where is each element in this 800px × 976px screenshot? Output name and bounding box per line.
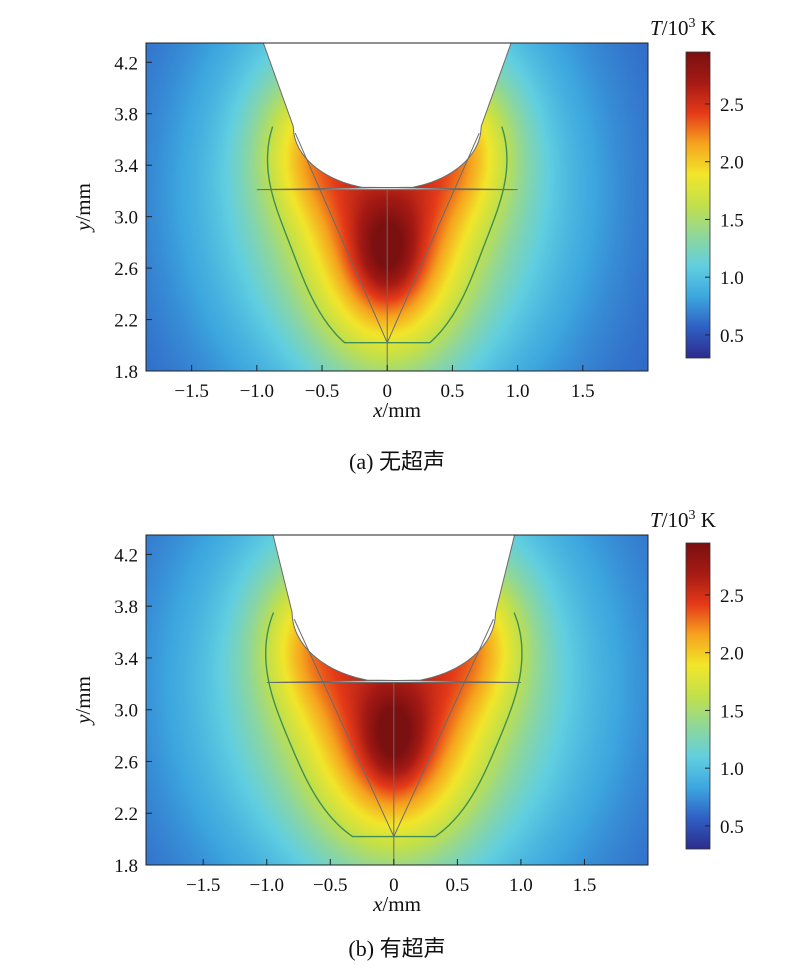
y-tick-label: 3.0: [114, 208, 138, 229]
y-tick-label: 3.4: [114, 156, 138, 177]
x-tick-label: −0.5: [305, 381, 339, 402]
colorbar-tick-label: 1.5: [720, 701, 744, 722]
colorbar-tick-label: 1.0: [720, 268, 744, 289]
x-tick-label: 1.0: [509, 875, 533, 896]
colorbar-tick-label: 1.0: [720, 759, 744, 780]
colorbar-ticks-b: 0.5 1.0 1.5 2.0 2.5: [705, 586, 744, 838]
x-tick-label: 1.5: [571, 381, 595, 402]
colorbar-tick-label: 1.5: [720, 210, 744, 231]
colorbar-tick-label: 0.5: [720, 326, 744, 347]
y-tick-label: 1.8: [114, 856, 138, 877]
panel-a: −1.5 −1.0 −0.5 0 0.5 1.0 1.5 1.82.22.63.03.43.…: [71, 16, 744, 474]
colorbar-a: T/103 K 0.5 1.0 1.5 2.0 2.5: [650, 16, 744, 358]
x-tick-label: −1.5: [186, 875, 220, 896]
colorbar-tick-label: 0.5: [720, 817, 744, 838]
panel-b: −1.5 −1.0 −0.5 0 0.5 1.0 1.5 1.82.22.63.03.43.…: [71, 508, 744, 961]
y-tick-label: 2.6: [114, 752, 138, 773]
y-tick-label: 2.2: [114, 311, 138, 332]
y-tick-label: 2.2: [114, 804, 138, 825]
x-tick-label: 0.5: [441, 381, 465, 402]
colorbar-gradient-a: [686, 52, 710, 358]
x-tick-label: −1.5: [174, 381, 208, 402]
y-tick-label: 4.2: [114, 545, 138, 566]
x-axis-label-a: x/mm: [372, 398, 421, 422]
x-tick-label: 1.5: [573, 875, 597, 896]
y-tick-label: 4.2: [114, 53, 138, 74]
y-tick-label: 3.0: [114, 701, 138, 722]
caption-a: (a) 无超声: [349, 449, 445, 474]
colorbar-tick-label: 2.5: [720, 586, 744, 607]
colorbar-tick-label: 2.5: [720, 95, 744, 116]
y-axis-label-a: y/mm: [71, 183, 95, 233]
y-tick-label: 1.8: [114, 362, 138, 383]
colorbar-title-b: T/103 K: [650, 508, 716, 532]
x-axis-label-b: x/mm: [372, 892, 421, 916]
x-tick-label: 1.0: [506, 381, 530, 402]
colorbar-ticks-a: 0.5 1.0 1.5 2.0 2.5: [705, 95, 744, 347]
y-tick-label: 3.8: [114, 105, 138, 126]
colorbar-title-a: T/103 K: [650, 16, 716, 40]
x-tick-label: −1.0: [240, 381, 274, 402]
x-tick-label: −1.0: [249, 875, 283, 896]
y-tick-label: 2.6: [114, 259, 138, 280]
y-tick-label: 3.8: [114, 597, 138, 618]
caption-b: (b) 有超声: [348, 936, 445, 961]
colorbar-tick-label: 2.0: [720, 153, 744, 174]
y-axis-label-b: y/mm: [71, 676, 95, 726]
x-tick-label: −0.5: [313, 875, 347, 896]
colorbar-tick-label: 2.0: [720, 644, 744, 665]
y-tick-label: 3.4: [114, 649, 138, 670]
x-tick-label: 0.5: [445, 875, 469, 896]
colorbar-b: T/103 K 0.5 1.0 1.5 2.0 2.5: [650, 508, 744, 849]
colorbar-gradient-b: [686, 543, 710, 849]
